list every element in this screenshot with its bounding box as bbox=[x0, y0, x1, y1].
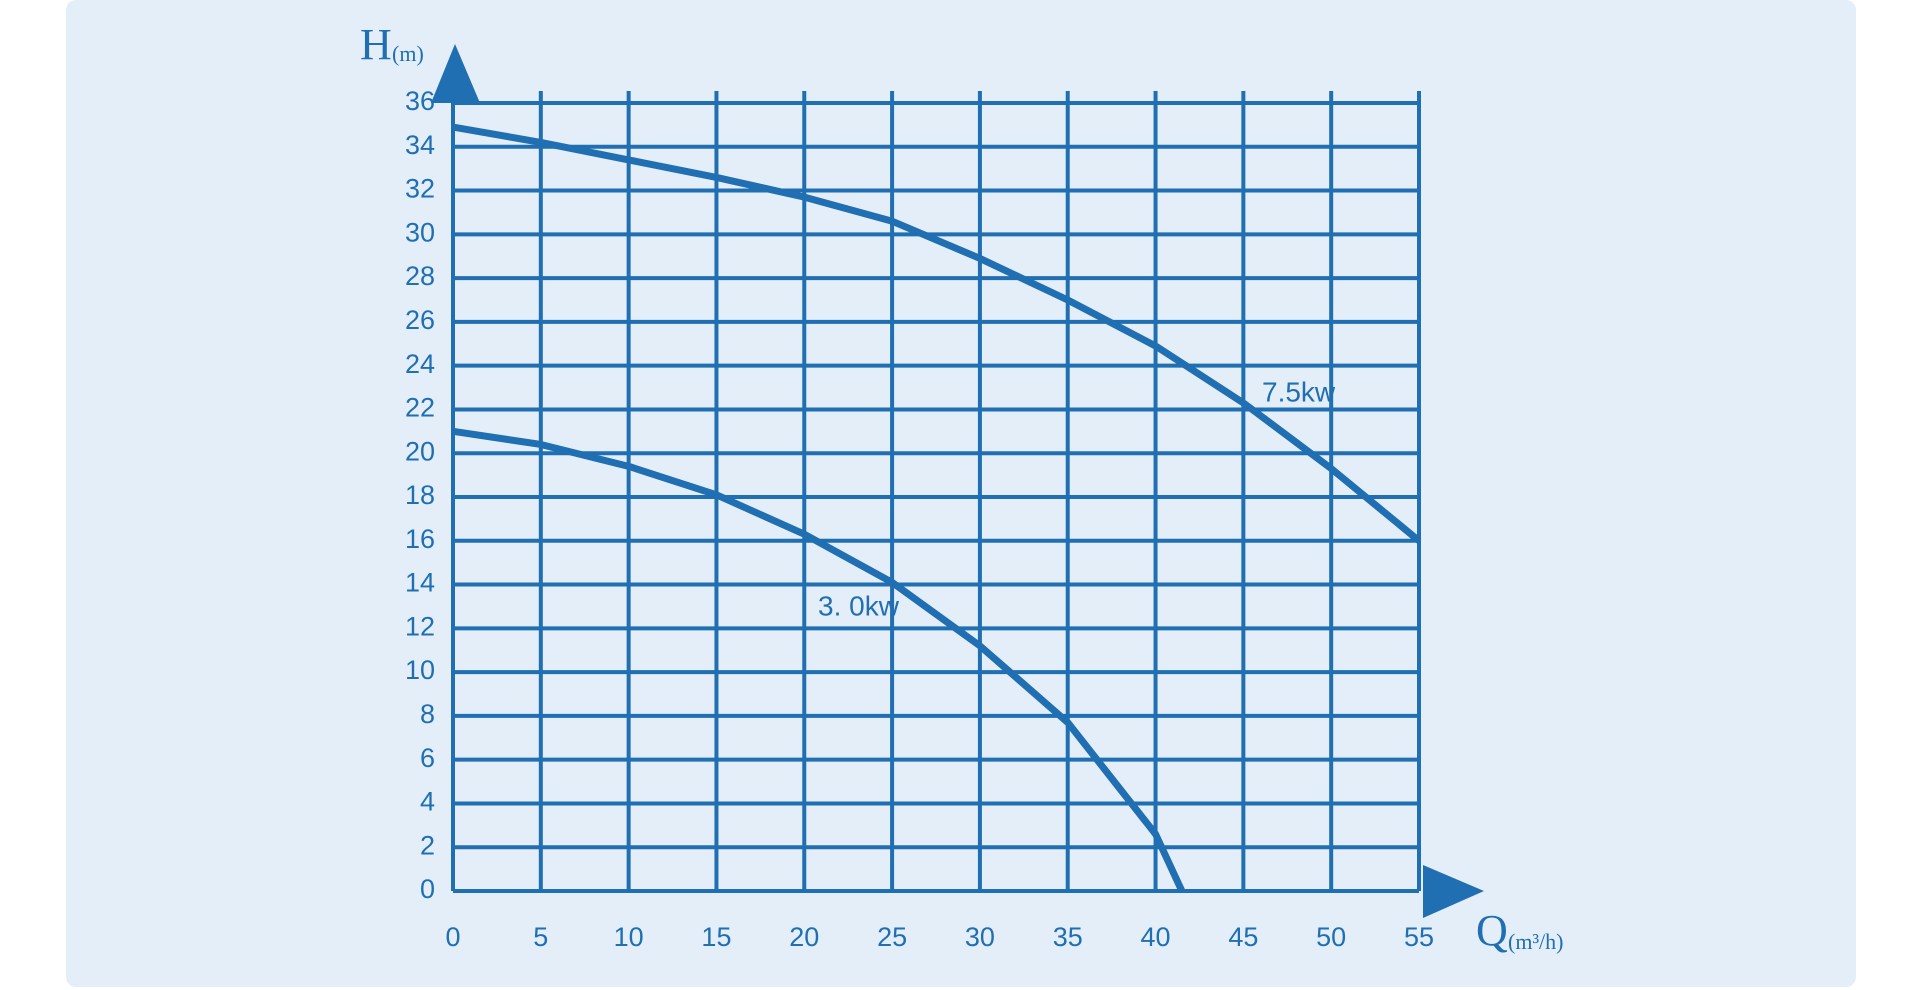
series-label: 7.5kw bbox=[1262, 376, 1336, 407]
y-tick-label: 26 bbox=[405, 305, 435, 335]
x-tick-label: 55 bbox=[1404, 922, 1434, 952]
y-axis-arrow bbox=[431, 44, 480, 103]
y-tick-label: 36 bbox=[405, 86, 435, 116]
x-tick-label: 45 bbox=[1228, 922, 1258, 952]
panel bbox=[66, 0, 1856, 987]
y-tick-label: 2 bbox=[420, 830, 435, 860]
y-tick-label: 18 bbox=[405, 480, 435, 510]
y-tick-label: 0 bbox=[420, 874, 435, 904]
series-line bbox=[452, 123, 1422, 544]
y-tick-label: 22 bbox=[405, 393, 435, 423]
x-tick-label: 5 bbox=[533, 922, 548, 952]
x-tick-label: 25 bbox=[877, 922, 907, 952]
y-tick-label: 28 bbox=[405, 261, 435, 291]
y-tick-label: 24 bbox=[405, 349, 435, 379]
y-tick-label: 6 bbox=[420, 743, 435, 773]
x-tick-label: 0 bbox=[445, 922, 460, 952]
x-tick-label: 20 bbox=[789, 922, 819, 952]
y-tick-label: 8 bbox=[420, 699, 435, 729]
y-axis-unit: (m) bbox=[392, 41, 424, 66]
y-axis-label: H bbox=[360, 20, 392, 69]
y-tick-label: 14 bbox=[405, 568, 435, 598]
y-tick-label: 32 bbox=[405, 174, 435, 204]
y-tick-label: 12 bbox=[405, 611, 435, 641]
x-axis-arrow bbox=[1423, 865, 1484, 918]
x-tick-label: 10 bbox=[614, 922, 644, 952]
x-tick-label: 35 bbox=[1053, 922, 1083, 952]
series-label: 3. 0kw bbox=[818, 590, 900, 621]
x-tick-label: 40 bbox=[1141, 922, 1171, 952]
y-tick-label: 34 bbox=[405, 130, 435, 160]
y-tick-label: 30 bbox=[405, 217, 435, 247]
series-line bbox=[452, 427, 1186, 893]
x-tick-label: 30 bbox=[965, 922, 995, 952]
x-tick-label: 15 bbox=[701, 922, 731, 952]
y-tick-label: 10 bbox=[405, 655, 435, 685]
x-axis-unit: (m³/h) bbox=[1508, 929, 1563, 954]
y-tick-label: 16 bbox=[405, 524, 435, 554]
x-axis-label: Q bbox=[1476, 906, 1508, 955]
x-tick-label: 50 bbox=[1316, 922, 1346, 952]
y-tick-label: 20 bbox=[405, 436, 435, 466]
y-tick-label: 4 bbox=[420, 787, 435, 817]
